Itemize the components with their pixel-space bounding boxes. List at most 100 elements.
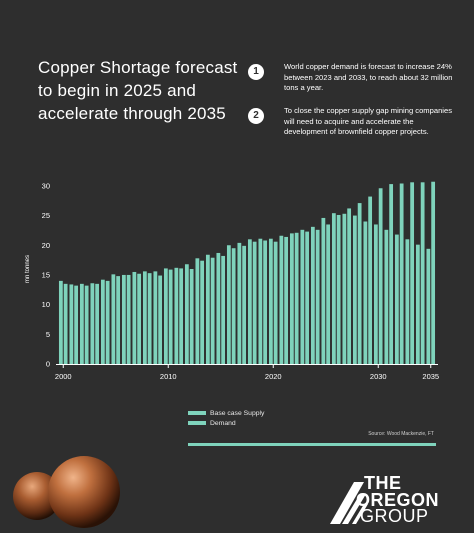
- logo-text-group: GROUP: [360, 506, 429, 526]
- bar-supply-2015: [216, 252, 221, 364]
- bar-supply-2032: [394, 234, 399, 364]
- y-tick-label-5: 5: [46, 330, 50, 339]
- y-tick-label-10: 10: [42, 300, 50, 309]
- bar-demand-2008: [147, 273, 152, 364]
- bar-supply-2019: [258, 238, 263, 364]
- bar-supply-2003: [90, 283, 95, 364]
- y-tick-label-30: 30: [42, 181, 50, 190]
- bar-demand-2024: [315, 229, 320, 364]
- x-tick-label-2020: 2020: [265, 372, 282, 381]
- bar-demand-2022: [294, 232, 299, 364]
- bar-supply-2028: [352, 215, 357, 364]
- bar-supply-2007: [132, 271, 137, 364]
- y-tick-label-20: 20: [42, 241, 50, 250]
- bar-supply-2024: [310, 226, 315, 364]
- bar-demand-2003: [95, 283, 100, 364]
- bar-demand-2000: [63, 283, 68, 364]
- bar-supply-2014: [205, 254, 210, 364]
- x-tick-label-2010: 2010: [160, 372, 177, 381]
- bar-demand-2035: [431, 181, 436, 364]
- bar-demand-2029: [368, 196, 373, 364]
- note-1-number-badge: 1: [248, 64, 264, 80]
- legend-swatch-demand: [188, 421, 206, 425]
- legend-item-supply: Base case Supply: [188, 408, 264, 418]
- bar-demand-2010: [168, 269, 173, 364]
- bar-demand-2014: [210, 257, 215, 364]
- logo-text-the: THE: [364, 473, 402, 493]
- y-axis-label: mn tonnes: [25, 255, 31, 283]
- note-2-text: To close the copper supply gap mining co…: [284, 106, 453, 136]
- bar-supply-2022: [289, 233, 294, 364]
- copper-bar-chart: mn tonnes 0 5 10 15 20 25 30 2000 2010 2020 2030 203…: [25, 181, 439, 381]
- bar-demand-2026: [336, 214, 341, 364]
- bar-demand-2012: [189, 269, 194, 364]
- logo-stripe-2: [342, 494, 366, 524]
- bar-supply-2008: [142, 271, 147, 364]
- bar-demand-2018: [252, 241, 257, 364]
- chart-title: Copper Shortage forecast to begin in 202…: [38, 58, 238, 123]
- legend-label-supply: Base case Supply: [210, 409, 265, 417]
- bar-demand-2016: [231, 248, 236, 364]
- logo-text-oregon: OREGON: [356, 490, 440, 510]
- source-note: Source: Wood Mackenzie, FT: [368, 431, 434, 437]
- bar-supply-2029: [363, 221, 368, 364]
- bar-supply-2013: [195, 258, 200, 364]
- copper-sphere-large: [48, 456, 120, 528]
- note-2-number-badge: 2: [248, 108, 264, 124]
- bar-demand-2031: [389, 184, 394, 364]
- bar-demand-2009: [158, 275, 163, 364]
- bar-supply-2011: [174, 267, 179, 364]
- bar-supply-2010: [163, 268, 168, 364]
- bar-demand-2028: [357, 203, 362, 364]
- bar-supply-2004: [100, 279, 105, 364]
- bar-demand-2004: [105, 280, 110, 364]
- bar-demand-2019: [263, 240, 268, 364]
- bar-demand-2023: [305, 231, 310, 364]
- bar-supply-2018: [247, 239, 252, 364]
- bar-supply-2009: [153, 271, 158, 364]
- bar-supply-2030: [373, 224, 378, 364]
- y-tick-label-25: 25: [42, 211, 50, 220]
- legend-label-demand: Demand: [210, 419, 236, 427]
- bar-supply-2016: [226, 245, 231, 364]
- bar-supply-2027: [342, 213, 347, 364]
- bar-supply-2017: [237, 242, 242, 364]
- bar-supply-2025: [321, 217, 326, 364]
- accent-rule: [188, 443, 436, 446]
- bar-demand-2001: [74, 285, 79, 364]
- bar-supply-2002: [79, 283, 84, 364]
- bar-demand-2017: [242, 245, 247, 364]
- bar-supply-2034: [415, 244, 420, 364]
- bar-demand-2006: [126, 274, 131, 364]
- bar-demand-2027: [347, 208, 352, 364]
- bar-supply-2033: [405, 239, 410, 364]
- bar-supply-2023: [300, 229, 305, 364]
- chart-legend: Base case Supply Demand: [188, 408, 264, 428]
- bar-supply-2020: [268, 238, 273, 364]
- logo-stripe-1: [330, 482, 364, 524]
- y-tick-label-15: 15: [42, 270, 50, 279]
- bar-supply-2001: [69, 284, 74, 364]
- bar-supply-2012: [184, 264, 189, 364]
- bar-supply-2026: [331, 213, 336, 364]
- bar-demand-2005: [116, 276, 121, 364]
- bar-demand-2033: [410, 182, 415, 364]
- bar-demand-2013: [200, 260, 205, 364]
- bar-supply-2035: [426, 248, 431, 364]
- bar-demand-2032: [399, 183, 404, 364]
- bar-supply-2021: [279, 235, 284, 364]
- logo-stripe-3: [352, 504, 368, 524]
- x-tick-label-2000: 2000: [55, 372, 72, 381]
- legend-swatch-supply: [188, 411, 206, 415]
- x-tick-label-2030: 2030: [370, 372, 387, 381]
- bar-supply-2006: [121, 274, 126, 364]
- oregon-group-logo: [330, 482, 368, 524]
- bar-demand-2030: [378, 188, 383, 364]
- bar-demand-2007: [137, 273, 142, 364]
- bar-demand-2011: [179, 268, 184, 364]
- bar-supply-2005: [111, 274, 116, 364]
- bar-demand-2015: [221, 255, 226, 364]
- bar-demand-2025: [326, 224, 331, 364]
- bar-demand-2020: [273, 241, 278, 364]
- bar-supply-2000: [58, 280, 63, 364]
